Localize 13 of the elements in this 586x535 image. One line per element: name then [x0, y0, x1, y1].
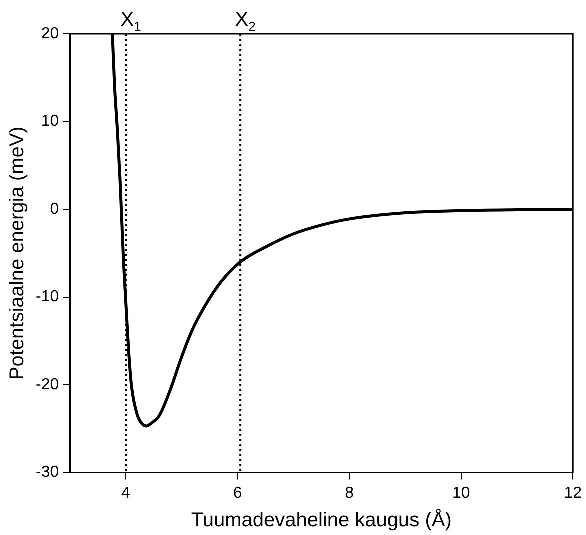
- y-tick-label: 20: [41, 25, 60, 42]
- x-tick-label: 10: [452, 484, 470, 502]
- x-axis-title: Tuumadevaheline kaugus (Å): [191, 508, 452, 532]
- y-tick-label: -30: [36, 464, 60, 482]
- y-tick-label: 10: [41, 113, 60, 130]
- y-tick-label: 0: [50, 200, 60, 218]
- x-tick-label: 12: [564, 484, 582, 502]
- x-tick-label: 8: [345, 484, 354, 502]
- y-tick-label: -10: [36, 288, 60, 306]
- y-tick-label: -20: [36, 376, 60, 394]
- x-tick-label: 4: [122, 484, 131, 502]
- y-axis-title: Potentsiaalne energia (meV): [6, 126, 29, 380]
- x-tick-label: 6: [233, 484, 242, 502]
